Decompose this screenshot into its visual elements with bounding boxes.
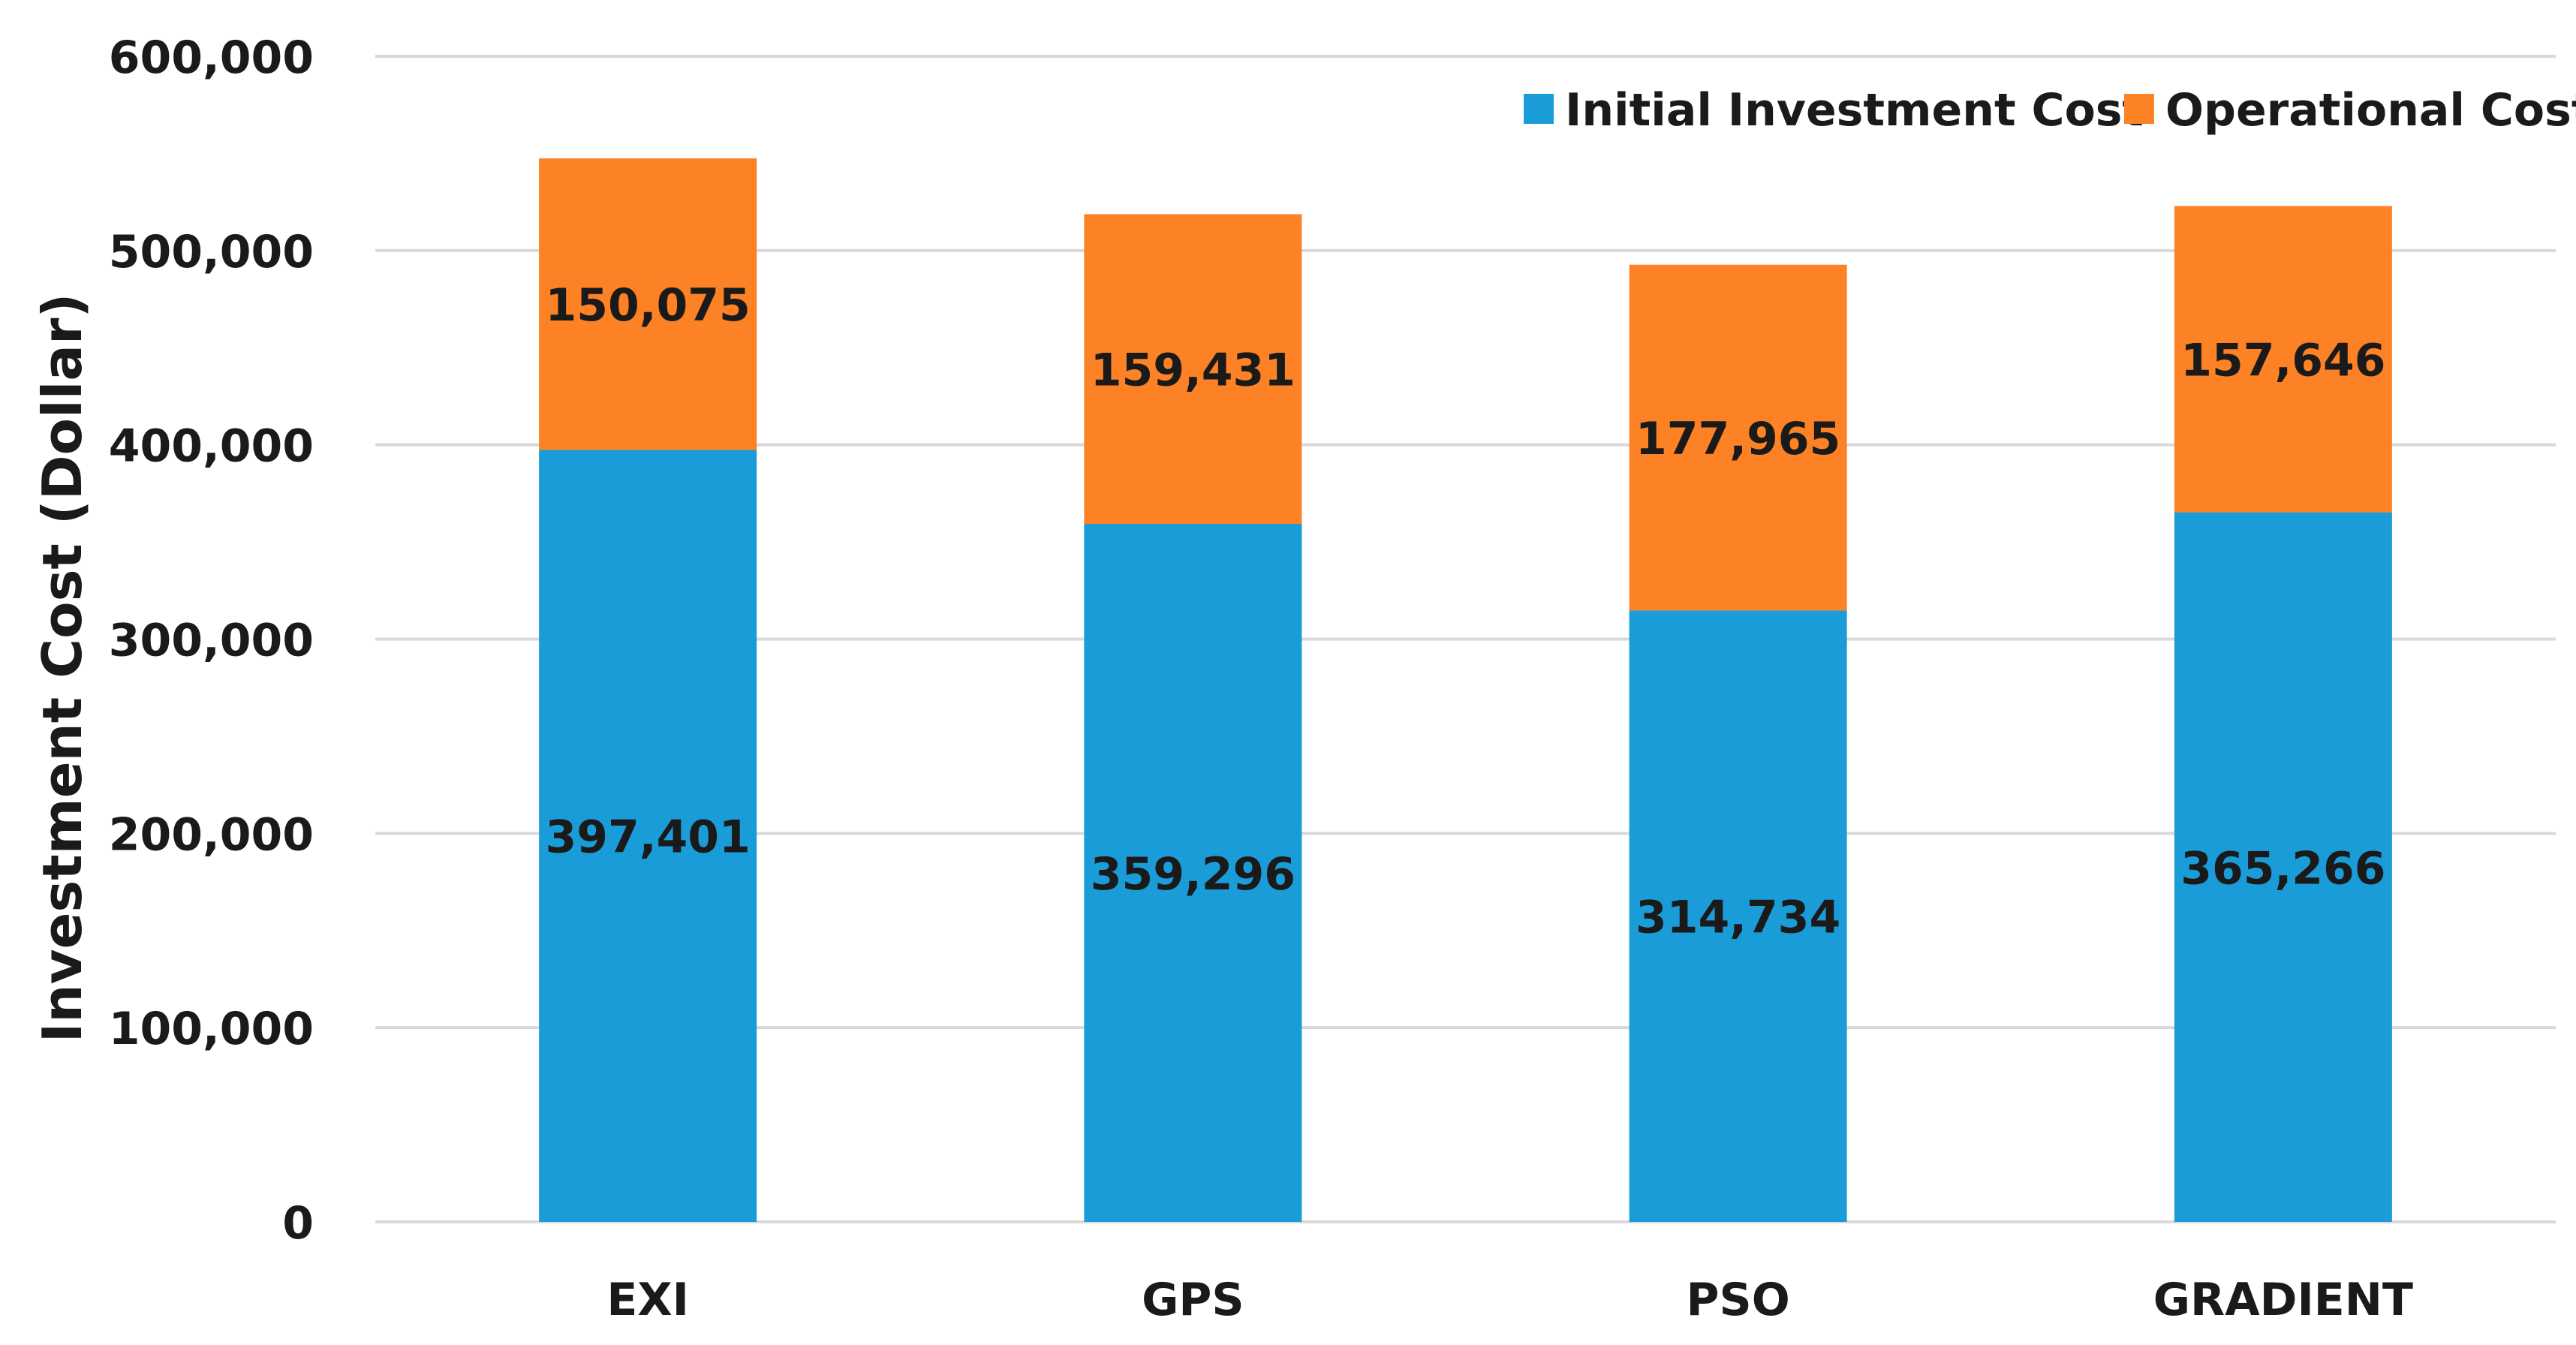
legend-swatch: [2124, 94, 2154, 124]
x-tick-label: EXI: [606, 1274, 689, 1326]
y-tick-label: 400,000: [109, 420, 314, 473]
y-tick-label: 600,000: [109, 32, 314, 84]
legend-label: Operational Cost: [2165, 84, 2576, 137]
legend-swatch: [1524, 94, 1554, 124]
data-label: 397,401: [545, 811, 750, 864]
axes: 0 100,000 200,000 300,000 400,000 500,000 600,…: [31, 32, 2413, 1326]
bar-segment: [1084, 214, 1302, 525]
bar-segment: [539, 450, 757, 1222]
bar-segment: [1084, 524, 1302, 1222]
x-tick-label: PSO: [1687, 1274, 1790, 1326]
y-tick-label: 500,000: [109, 226, 314, 278]
bar-segment: [1629, 610, 1847, 1222]
y-tick-label: 100,000: [109, 1003, 314, 1055]
data-label: 150,075: [545, 279, 750, 332]
bar-segment: [2174, 206, 2392, 513]
bar-segment: [539, 158, 757, 450]
x-tick-label: GRADIENT: [2153, 1274, 2413, 1326]
y-axis-title: Investment Cost (Dollar): [31, 293, 94, 1043]
data-label: 157,646: [2180, 335, 2385, 387]
x-tick-label: GPS: [1142, 1274, 1244, 1326]
data-label: 159,431: [1091, 345, 1296, 397]
bars: [539, 158, 2392, 1222]
y-tick-label: 300,000: [109, 615, 314, 667]
legend-label: Initial Investment Cost: [1565, 84, 2144, 137]
y-tick-label: 0: [282, 1197, 314, 1250]
data-label: 365,266: [2180, 842, 2385, 895]
data-label: 314,734: [1636, 892, 1840, 944]
legend: Initial Investment Cost Operational Cost: [1524, 84, 2576, 137]
y-tick-label: 200,000: [109, 808, 314, 861]
data-labels: 397,401 150,075 359,296 159,431 314,734 177,9…: [545, 279, 2385, 944]
data-label: 359,296: [1091, 848, 1296, 901]
data-label: 177,965: [1636, 413, 1840, 465]
bar-segment: [2174, 512, 2392, 1222]
bar-segment: [1629, 264, 1847, 611]
